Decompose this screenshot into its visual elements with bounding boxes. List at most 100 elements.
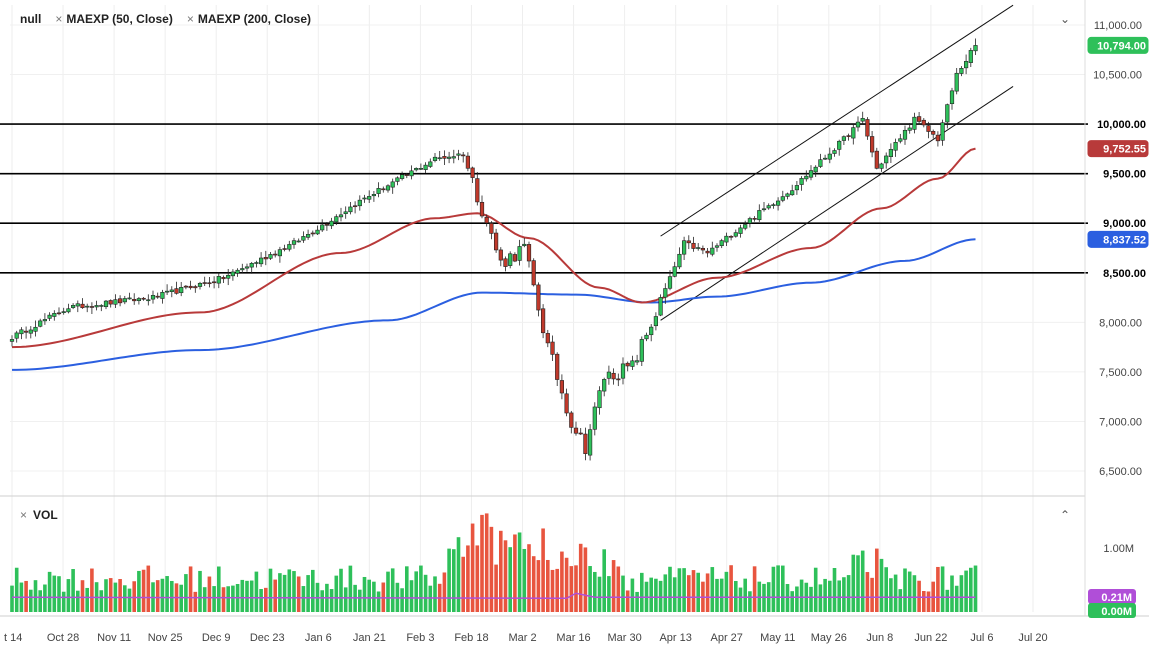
volume-bar (522, 548, 527, 612)
close-icon[interactable]: × (20, 508, 28, 522)
candle-body (470, 167, 475, 178)
candle-body (193, 286, 198, 289)
volume-tick-label: 1.00M (1103, 543, 1134, 555)
candle-body (99, 305, 104, 307)
candle-body (409, 170, 414, 177)
volume-bar (29, 589, 33, 612)
volume-bar (893, 574, 898, 612)
volume-bar (76, 590, 80, 612)
volume-bar (494, 564, 498, 612)
candle-body (949, 90, 955, 105)
volume-bar (240, 579, 245, 612)
volume-bar (964, 570, 968, 612)
volume-bar (668, 566, 672, 612)
volume-bar (123, 585, 127, 612)
candle-body (385, 185, 391, 191)
candle-body (395, 177, 400, 182)
x-tick-label: Jul 20 (1018, 632, 1047, 644)
candle-body (202, 282, 207, 284)
moving-average-lines (11, 147, 976, 371)
volume-bar (696, 572, 700, 612)
price-tag-label: 10,794.00 (1097, 40, 1146, 52)
volume-bar (33, 580, 38, 612)
volume-bar (856, 555, 860, 612)
volume-bar (14, 567, 19, 612)
candle-body (33, 326, 38, 332)
candle-body (705, 250, 710, 254)
candle-body (724, 235, 729, 243)
price-tags: 10,794.00 10,000.00 9,752.55 9,500.00 9,000.… (1087, 36, 1149, 281)
candle-body (334, 216, 339, 223)
candle-body (305, 234, 311, 238)
volume-bar (513, 534, 517, 612)
candle-body (653, 316, 658, 327)
ma200-line (12, 238, 976, 371)
volume-bar (663, 574, 668, 612)
volume-bar (85, 587, 89, 612)
volume-bar (358, 589, 362, 612)
legend-study-ma50[interactable]: × MAEXP (50, Close) (55, 12, 173, 26)
chevron-down-icon[interactable]: ⌄ (1060, 12, 1071, 26)
candle-body (775, 200, 781, 206)
candle-body (677, 253, 682, 268)
candle-body (827, 153, 832, 160)
volume-bar (621, 575, 625, 612)
legend-study-ma200[interactable]: × MAEXP (200, Close) (187, 12, 311, 26)
volume-bar (912, 575, 917, 612)
volume-bar (781, 565, 785, 612)
candle-body (620, 363, 626, 379)
candle-body (89, 306, 94, 308)
candle-body (606, 371, 611, 379)
volume-bar (320, 590, 324, 612)
candle-body (282, 248, 287, 250)
volume-bar (926, 591, 931, 612)
chevron-up-icon[interactable]: ⌃ (1060, 508, 1071, 522)
volume-bar (541, 528, 545, 612)
candle-body (442, 156, 447, 159)
volume-bar (828, 580, 832, 612)
candle-body (113, 299, 118, 305)
candle-body (757, 210, 762, 221)
candle-body (719, 240, 724, 247)
price-tag (1088, 215, 1148, 232)
volume-bar (264, 587, 268, 612)
candle-body (818, 159, 823, 167)
volume-bar (560, 551, 564, 612)
close-icon[interactable]: × (186, 12, 194, 26)
candle-body (743, 224, 748, 229)
candle-body (898, 138, 903, 142)
candle-body (141, 297, 146, 300)
candle-body (343, 211, 348, 215)
x-tick-label: Jun 22 (914, 632, 947, 644)
candle-body (150, 295, 156, 300)
price-tag (1087, 140, 1149, 158)
volume-bar (386, 571, 390, 612)
candle-body (555, 353, 560, 380)
candle-body (348, 206, 353, 213)
volume-bar (99, 590, 104, 612)
close-icon[interactable]: × (55, 12, 63, 26)
price-tag-label: 9,000.00 (1103, 218, 1146, 230)
volume-label: VOL (33, 508, 58, 522)
candle-body (221, 277, 226, 280)
volume-bar (165, 576, 169, 612)
candle-body (80, 303, 85, 309)
candle-body (663, 288, 668, 298)
candle-body (155, 295, 160, 298)
volume-bar (743, 578, 747, 612)
candle-body (310, 232, 315, 235)
candle-body (691, 242, 696, 249)
x-tick-label: Dec 9 (202, 632, 231, 644)
volume-bar (141, 569, 146, 612)
candle-body (296, 240, 301, 243)
volume-bar (254, 571, 259, 612)
volume-bar (569, 566, 574, 612)
volume-bar (108, 578, 113, 612)
candle-body (611, 372, 616, 380)
volume-bar (193, 591, 198, 612)
candle-body (747, 218, 752, 224)
volume-bar (724, 571, 729, 612)
candle-body (935, 134, 940, 142)
volume-bar (687, 575, 691, 612)
